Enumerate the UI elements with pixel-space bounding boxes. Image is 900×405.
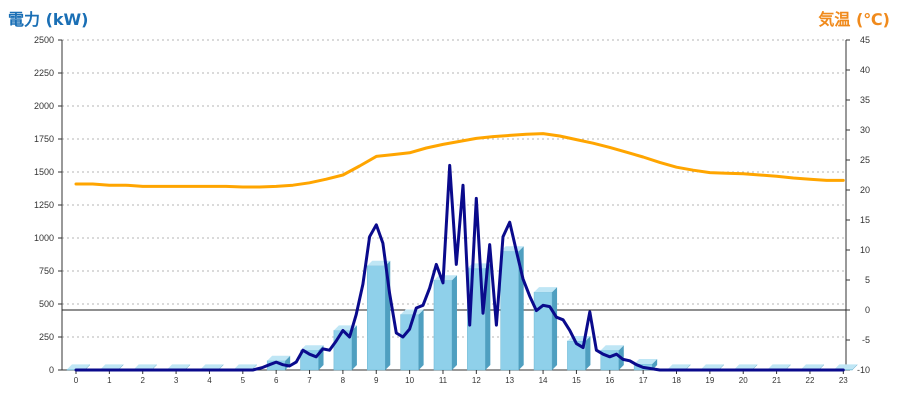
bar bbox=[500, 250, 519, 371]
x-tick-label: 8 bbox=[341, 376, 346, 385]
x-tick-label: 16 bbox=[605, 376, 614, 385]
right-tick-label: 10 bbox=[860, 245, 870, 255]
power-line bbox=[74, 163, 845, 372]
right-tick-label: -10 bbox=[857, 365, 870, 375]
bar-top bbox=[834, 364, 858, 370]
bar-top bbox=[267, 355, 291, 361]
x-tick-label: 15 bbox=[572, 376, 581, 385]
right-tick-label: 15 bbox=[860, 215, 870, 225]
left-tick-label: 0 bbox=[49, 365, 54, 375]
bar-top bbox=[133, 364, 157, 370]
x-tick-label: 19 bbox=[705, 376, 714, 385]
bar-top bbox=[534, 287, 558, 293]
x-tick-label: 2 bbox=[140, 376, 145, 385]
bar-top bbox=[600, 345, 624, 351]
x-tick-label: 21 bbox=[772, 376, 781, 385]
x-tick-label: 4 bbox=[207, 376, 212, 385]
right-tick-label: 5 bbox=[865, 275, 870, 285]
x-tick-label: 3 bbox=[174, 376, 179, 385]
bar-top bbox=[800, 364, 824, 370]
bar-side bbox=[418, 309, 424, 370]
bar-top bbox=[300, 345, 324, 351]
bar-top bbox=[634, 359, 658, 365]
bar-top bbox=[767, 364, 791, 370]
x-tick-label: 20 bbox=[739, 376, 748, 385]
left-tick-label: 1750 bbox=[34, 134, 54, 144]
bar bbox=[433, 279, 453, 371]
right-tick-label: 40 bbox=[860, 65, 870, 75]
bar-top bbox=[200, 364, 224, 370]
x-tick-label: 1 bbox=[107, 376, 112, 385]
left-tick-label: 2000 bbox=[34, 101, 54, 111]
x-tick-label: 9 bbox=[374, 376, 379, 385]
x-tick-label: 10 bbox=[405, 376, 414, 385]
left-tick-label: 250 bbox=[39, 332, 54, 342]
x-tick-label: 7 bbox=[307, 376, 312, 385]
bar-top bbox=[734, 364, 758, 370]
right-tick-label: 20 bbox=[860, 185, 870, 195]
left-tick-label: 2500 bbox=[34, 35, 54, 45]
bar-top bbox=[500, 246, 524, 252]
right-tick-label: -5 bbox=[862, 335, 870, 345]
x-tick-label: 13 bbox=[505, 376, 514, 385]
bar bbox=[400, 314, 419, 371]
right-tick-label: 45 bbox=[860, 35, 870, 45]
bar-side bbox=[351, 325, 357, 370]
bar-side bbox=[652, 359, 658, 370]
bar-top bbox=[400, 309, 424, 315]
x-tick-label: 22 bbox=[806, 376, 815, 385]
bar-side bbox=[852, 364, 858, 370]
left-tick-label: 1000 bbox=[34, 233, 54, 243]
x-tick-label: 11 bbox=[439, 376, 448, 385]
right-tick-label: 25 bbox=[860, 155, 870, 165]
bar-top bbox=[233, 364, 257, 370]
right-tick-label: 35 bbox=[860, 95, 870, 105]
bar-top bbox=[667, 364, 691, 370]
bar-top bbox=[100, 364, 124, 370]
x-tick-label: 14 bbox=[539, 376, 548, 385]
x-tick-label: 12 bbox=[472, 376, 481, 385]
bar-top bbox=[67, 364, 90, 370]
x-tick-label: 5 bbox=[241, 376, 246, 385]
bar bbox=[367, 265, 386, 371]
temperature-line bbox=[74, 132, 845, 189]
x-tick-label: 0 bbox=[74, 376, 79, 385]
left-tick-label: 750 bbox=[39, 266, 54, 276]
x-tick-label: 17 bbox=[639, 376, 648, 385]
right-tick-label: 0 bbox=[865, 305, 870, 315]
x-tick-label: 18 bbox=[672, 376, 681, 385]
left-tick-label: 1250 bbox=[34, 200, 54, 210]
left-axis-title: 電力 (kW) bbox=[8, 10, 89, 29]
bar-top bbox=[167, 364, 191, 370]
bar-side bbox=[585, 335, 591, 370]
left-tick-label: 1500 bbox=[34, 167, 54, 177]
bar-side bbox=[552, 287, 558, 370]
x-tick-label: 6 bbox=[274, 376, 279, 385]
bar-side bbox=[451, 275, 457, 370]
bar-top bbox=[700, 364, 724, 370]
left-tick-label: 2250 bbox=[34, 68, 54, 78]
left-tick-label: 500 bbox=[39, 299, 54, 309]
right-tick-label: 30 bbox=[860, 125, 870, 135]
right-axis-title: 気温 (℃) bbox=[818, 10, 890, 29]
x-tick-label: 23 bbox=[839, 376, 848, 385]
